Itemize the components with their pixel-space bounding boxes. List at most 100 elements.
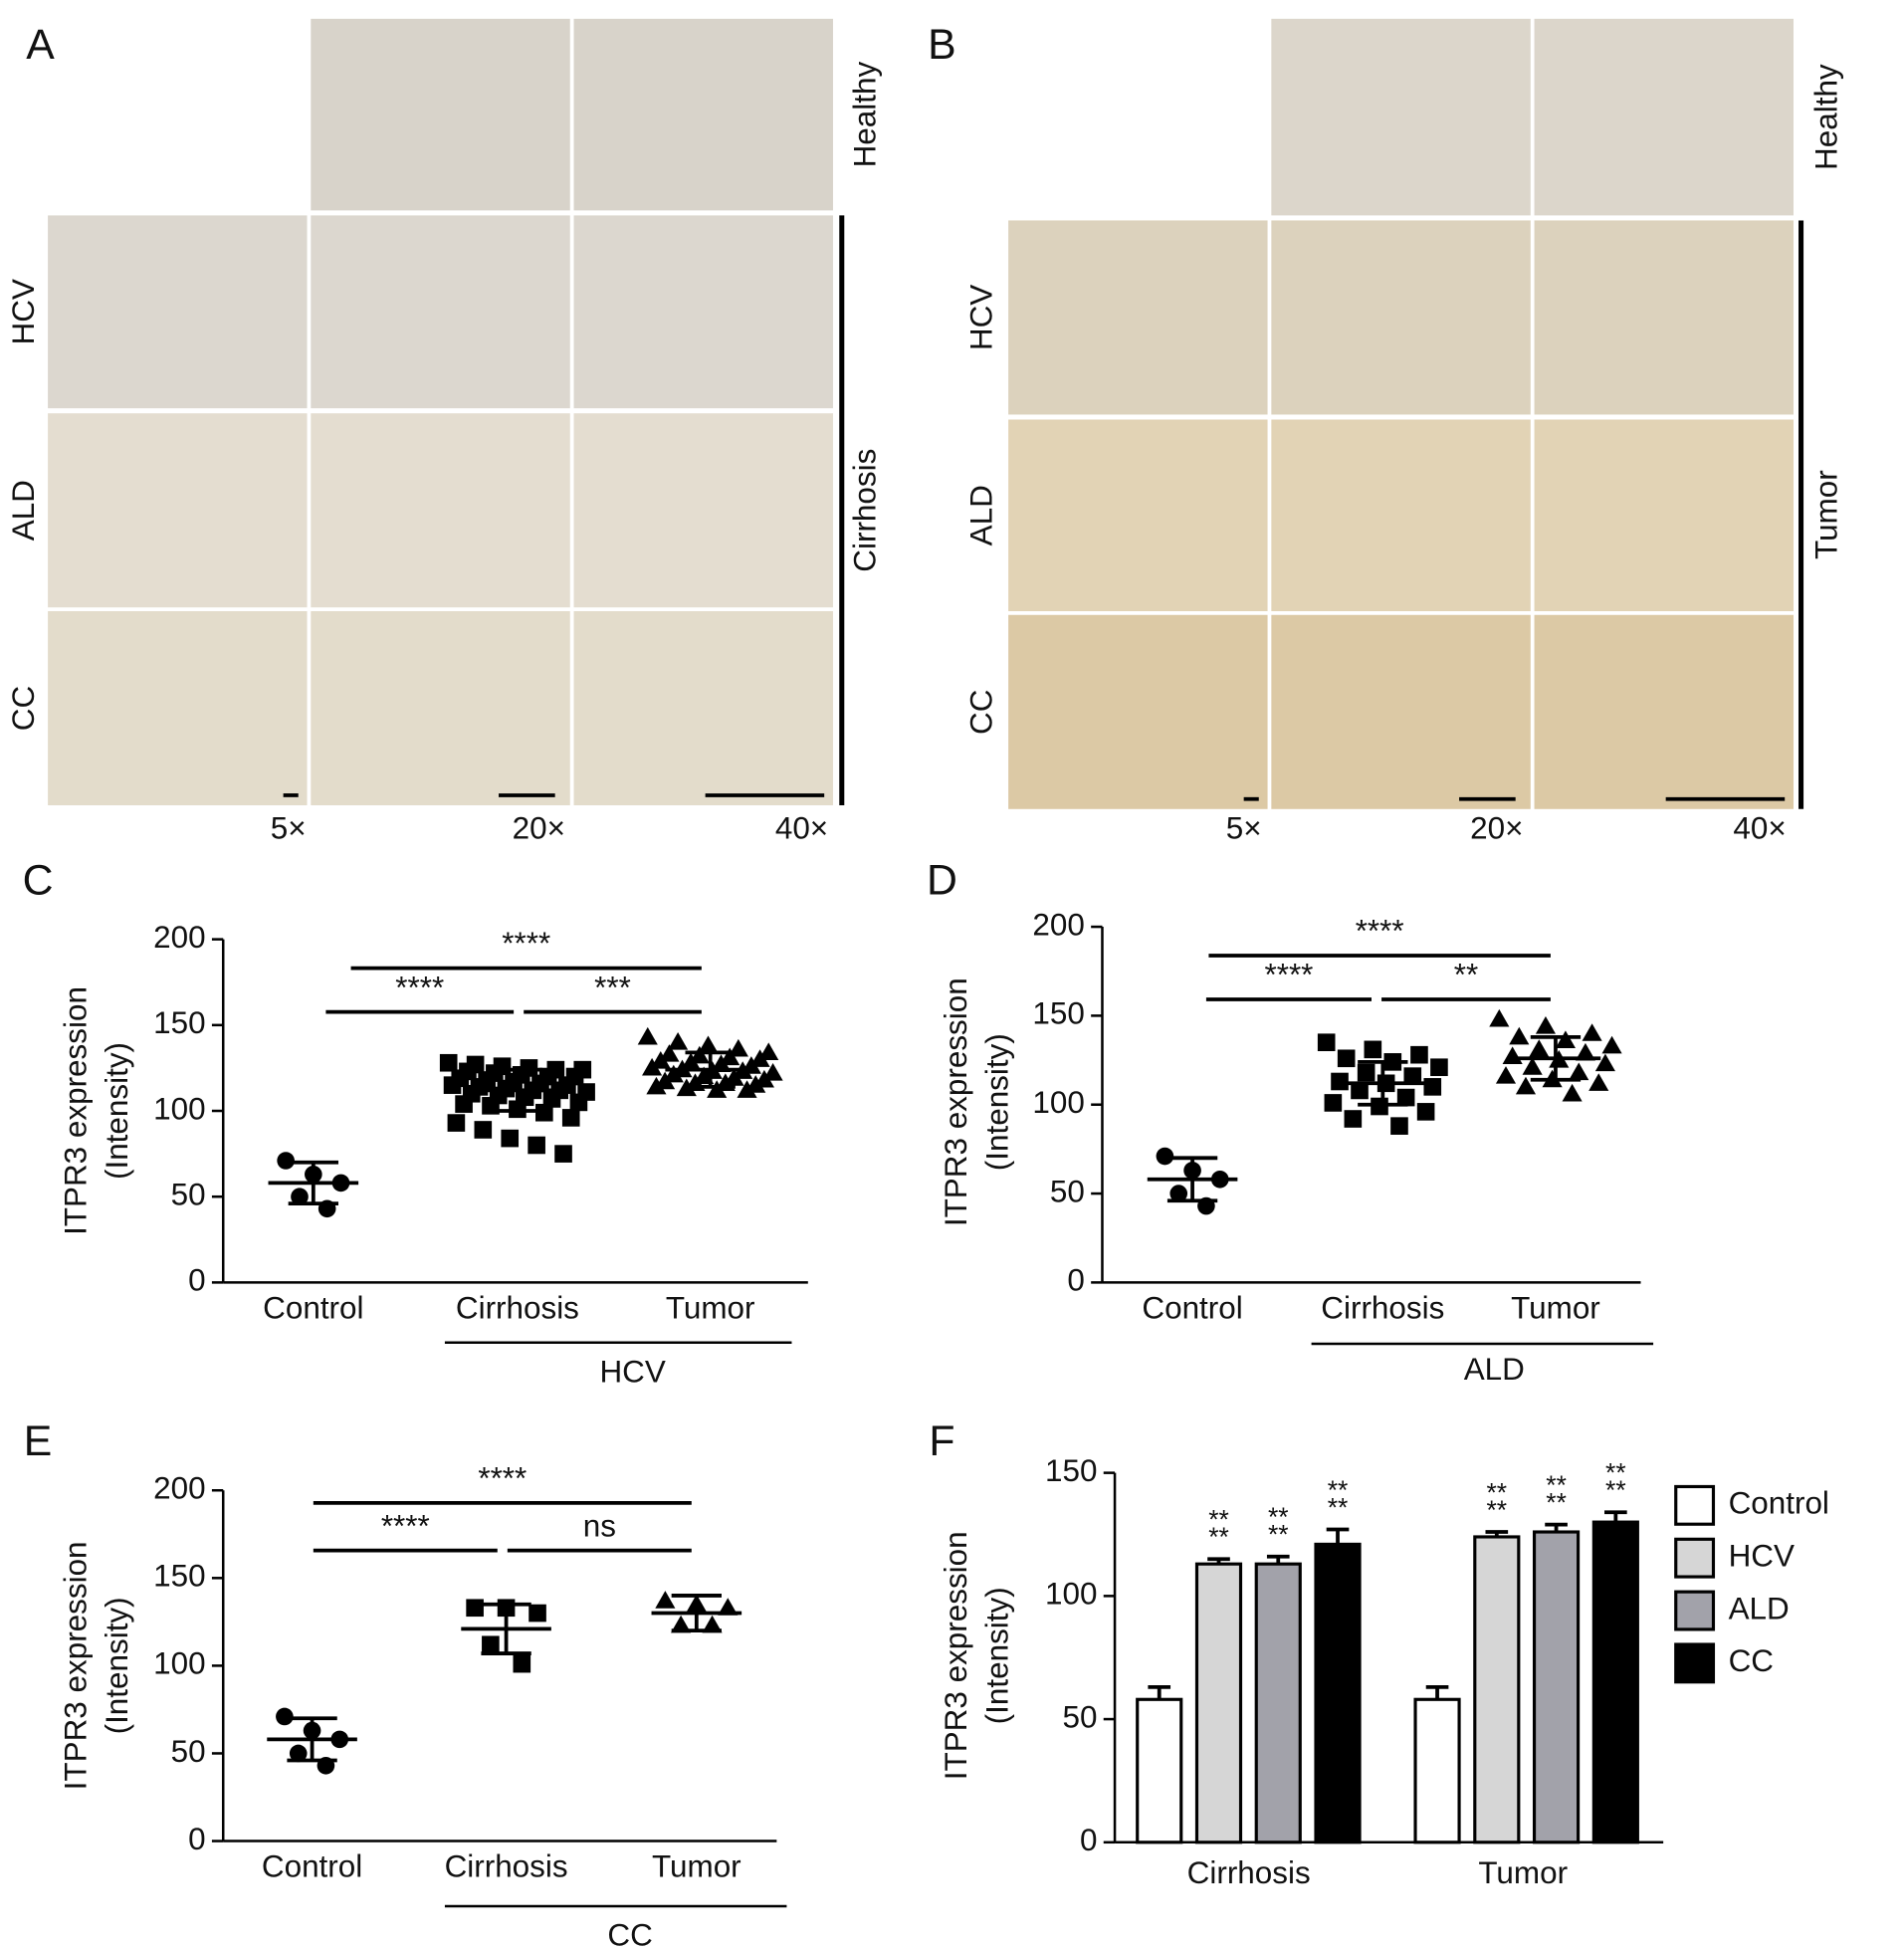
significance-label: **** [1264,958,1313,992]
data-point [542,1090,561,1108]
y-tick-label: 0 [1067,1263,1084,1298]
data-point [474,1121,493,1139]
data-point [1555,1030,1577,1048]
micrograph [1534,419,1795,611]
significance-label: *** [594,970,631,1004]
data-point [663,1064,684,1083]
data-point [646,1076,667,1095]
data-point [276,1707,294,1726]
data-point [749,1049,770,1067]
significance-label: ** [1268,1520,1289,1550]
data-point [291,1188,309,1206]
data-point [1410,1045,1428,1064]
data-point [528,1136,545,1155]
data-point [1601,1035,1622,1054]
row-label: Healthy [847,62,882,168]
y-tick-label: 50 [171,1178,206,1212]
micrograph [1534,18,1795,216]
micrograph [311,413,570,608]
row-label: CC [963,690,998,735]
data-point [1337,1049,1356,1068]
y-tick-label: 0 [188,1822,205,1856]
data-point [569,1093,588,1112]
micrograph [48,215,308,409]
data-point [447,1114,466,1132]
significance-label: ** [1208,1504,1229,1534]
significance-label: ns [583,1508,616,1543]
micrograph [573,215,833,409]
data-point [1364,1040,1382,1059]
y-axis-label: ITPR3 expression [59,1541,94,1790]
data-point [671,1615,692,1633]
magnification: 5× [271,810,307,845]
y-tick-label: 50 [1050,1174,1085,1208]
data-point [681,1052,702,1071]
magnification: 40× [1733,810,1786,845]
data-point [1351,1081,1369,1100]
x-tick-label: Cirrhosis [1321,1290,1444,1325]
micrograph [311,215,570,409]
y-tick-label: 150 [1045,1453,1097,1488]
y-tick-label: 0 [1080,1823,1097,1857]
data-point [1423,1078,1442,1096]
data-point [1403,1067,1422,1085]
data-point [554,1145,572,1163]
data-point [439,1053,458,1072]
y-tick-label: 100 [1032,1085,1084,1120]
significance-label: ** [1487,1477,1508,1507]
side-label: Tumor [1809,470,1844,559]
significance-label: **** [1356,914,1404,949]
data-point [1344,1110,1363,1128]
data-point [737,1080,757,1098]
legend-swatch [1674,1590,1716,1631]
panel-letter: B [928,21,956,69]
bar [1314,1542,1362,1844]
data-point [1317,1033,1336,1051]
data-point [707,1080,728,1098]
micrograph [1534,220,1795,415]
data-point [642,1057,663,1076]
y-tick-label: 150 [153,1005,205,1040]
bar [1532,1530,1581,1844]
data-point [659,1044,680,1062]
legend-label: CC [1729,1643,1774,1678]
y-axis-label: ITPR3 expression [939,1531,973,1780]
x-tick-label: Tumor [1511,1290,1600,1325]
x-tick-label: Tumor [652,1849,741,1884]
y-tick-label: 50 [1062,1699,1097,1734]
data-point [289,1744,308,1763]
panel-letter: E [24,1417,53,1465]
data-point [1416,1103,1435,1121]
data-point [720,1047,740,1066]
legend-swatch [1674,1537,1716,1579]
data-point [466,1599,484,1618]
y-tick-label: 100 [153,1091,205,1126]
data-point [1156,1147,1174,1166]
data-point [1569,1062,1589,1081]
group-label: HCV [599,1355,665,1390]
micrograph [48,610,308,806]
data-point [1489,1008,1510,1027]
data-point [650,1050,671,1069]
data-point [689,1045,710,1064]
micrograph [1271,419,1531,611]
x-tick-label: Tumor [666,1290,755,1325]
data-point [1582,1023,1602,1041]
data-point [535,1103,553,1122]
bar [1254,1562,1302,1844]
significance-label: ** [1546,1470,1567,1500]
micrograph [1271,18,1531,216]
data-point [758,1042,779,1060]
data-point [1529,1039,1550,1057]
y-tick-label: 100 [153,1646,205,1681]
data-point [1522,1057,1543,1075]
micrograph [311,18,570,211]
panel-letter: A [26,21,55,69]
row-label: Healthy [1809,64,1844,170]
panel-letter: C [23,856,54,904]
significance-label: ** [1487,1495,1508,1525]
y-axis-label: (Intensity) [980,1587,1015,1724]
data-point [702,1615,723,1633]
